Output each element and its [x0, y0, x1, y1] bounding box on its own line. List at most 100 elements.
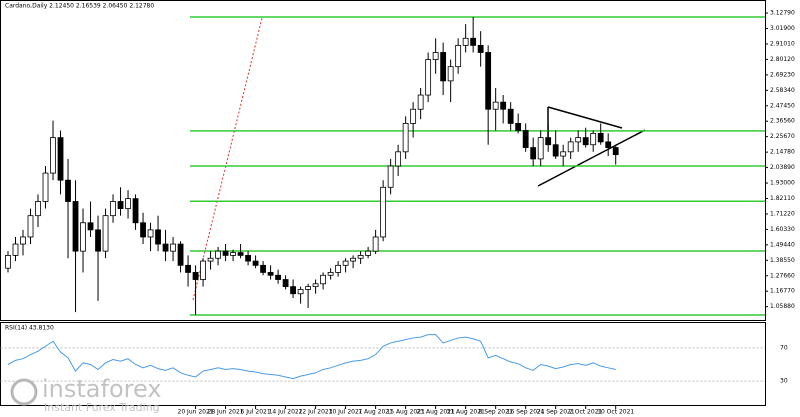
candle-body: [185, 264, 191, 273]
candle-body: [260, 264, 266, 273]
candle-body: [200, 260, 206, 280]
chart-header: Cardano,Daily 2.12450 2.16539 2.06450 2.…: [5, 3, 154, 10]
candle-body: [192, 272, 199, 280]
candle-body: [72, 201, 79, 252]
x-tick-label: 2 Oct 2021: [569, 409, 602, 416]
y-tick-label: 1.60330: [770, 226, 795, 233]
x-tick-label: 31 Aug 2021: [446, 409, 485, 416]
candle-body: [50, 137, 56, 174]
candle-body: [267, 272, 274, 276]
y-tick-label: 1.16770: [770, 288, 795, 295]
candle-body: [147, 229, 154, 238]
candle-body: [297, 289, 304, 295]
x-tick-label: 30 Jul 2021: [329, 409, 363, 416]
x-tick-label: 14 Jul 2021: [269, 409, 303, 416]
y-tick-label: 2.80120: [770, 56, 795, 63]
candle-body: [492, 101, 499, 110]
y-tick-label: 2.36560: [770, 118, 795, 125]
watermark-logo: [10, 378, 38, 406]
candle-body: [290, 286, 296, 295]
watermark: instaforex Instant Forex Trading: [10, 375, 162, 414]
candle-body: [455, 44, 462, 68]
x-tick-label: 10 Oct 2021: [597, 409, 634, 416]
candle-body: [162, 243, 169, 252]
candle-body: [237, 252, 244, 256]
candle-body: [410, 108, 417, 124]
y-tick-label: 1.82110: [770, 195, 795, 202]
candle-body: [87, 222, 94, 231]
candle-body: [177, 243, 184, 266]
y-tick-label: 1.05880: [770, 303, 795, 310]
candle-body: [125, 198, 131, 209]
candle-body: [207, 257, 214, 262]
y-tick-label: 3.01900: [770, 25, 795, 32]
x-tick-label: 24 Sep 2021: [537, 409, 575, 416]
x-tick-label: 20 Jun 2021: [178, 409, 214, 416]
candle-body: [402, 123, 409, 153]
y-tick-label: 1.38550: [770, 257, 795, 264]
candle-body: [215, 250, 221, 259]
x-tick-label: 22 Jul 2021: [299, 409, 333, 416]
x-tick-label: 16 Sep 2021: [507, 409, 545, 416]
candle-body: [12, 243, 19, 256]
candle-body: [312, 283, 319, 288]
candle-body: [372, 236, 379, 252]
y-tick-label: 2.25670: [770, 133, 795, 140]
candle-body: [612, 147, 619, 156]
candle-body: [222, 250, 229, 256]
candle-body: [305, 286, 312, 290]
candle-body: [605, 141, 612, 148]
candle-body: [80, 222, 86, 252]
candle-body: [462, 37, 469, 46]
candle-body: [5, 255, 11, 269]
price-panel: [0, 0, 766, 321]
candle-body: [567, 141, 574, 153]
candle-body: [590, 132, 597, 146]
y-tick-label: 2.14780: [770, 149, 795, 156]
watermark-brand: instaforex: [42, 375, 162, 403]
rsi-label: RSI(14) 43.8130: [5, 325, 54, 332]
x-tick-label: 6 Jul 2021: [241, 409, 271, 416]
candle-body: [335, 264, 342, 273]
candle-body: [507, 108, 514, 124]
triangle-lower: [537, 129, 646, 187]
candle-body: [537, 137, 544, 160]
candle-body: [395, 151, 402, 167]
x-tick-label: 15 Aug 2021: [386, 409, 425, 416]
candle-body: [57, 137, 64, 181]
y-tick-label: 2.47450: [770, 102, 795, 109]
rsi-panel: [0, 322, 766, 406]
candle-body: [357, 255, 364, 259]
candle-body: [42, 172, 49, 202]
candle-body: [275, 274, 281, 280]
candle-body: [582, 137, 589, 146]
y-tick-label: 2.58340: [770, 87, 795, 94]
candle-body: [140, 222, 146, 238]
candle-body: [470, 37, 477, 46]
x-tick-label: 8 Sep 2021: [479, 409, 513, 416]
candle-body: [102, 215, 109, 252]
candle-body: [447, 66, 454, 82]
y-tick-label: 1.93000: [770, 180, 795, 187]
candle-body: [252, 260, 259, 266]
candle-body: [95, 229, 101, 252]
candle-body: [110, 201, 116, 217]
triangle-upper: [547, 106, 623, 129]
trend-ray: [192, 17, 263, 301]
candle-body: [27, 215, 34, 238]
candle-body: [35, 201, 41, 217]
candle-body: [342, 260, 349, 266]
candle-body: [170, 243, 176, 252]
y-tick-label: 2.91010: [770, 40, 795, 47]
candle-body: [350, 257, 357, 262]
candle-body: [477, 44, 484, 53]
candle-body: [597, 132, 604, 143]
candle-body: [132, 198, 139, 224]
y-tick-label: 3.12790: [770, 10, 795, 17]
candle-body: [575, 137, 582, 143]
candle-body: [117, 201, 124, 209]
candle-body: [522, 130, 529, 148]
candle-body: [245, 255, 251, 262]
candle-body: [545, 137, 552, 146]
